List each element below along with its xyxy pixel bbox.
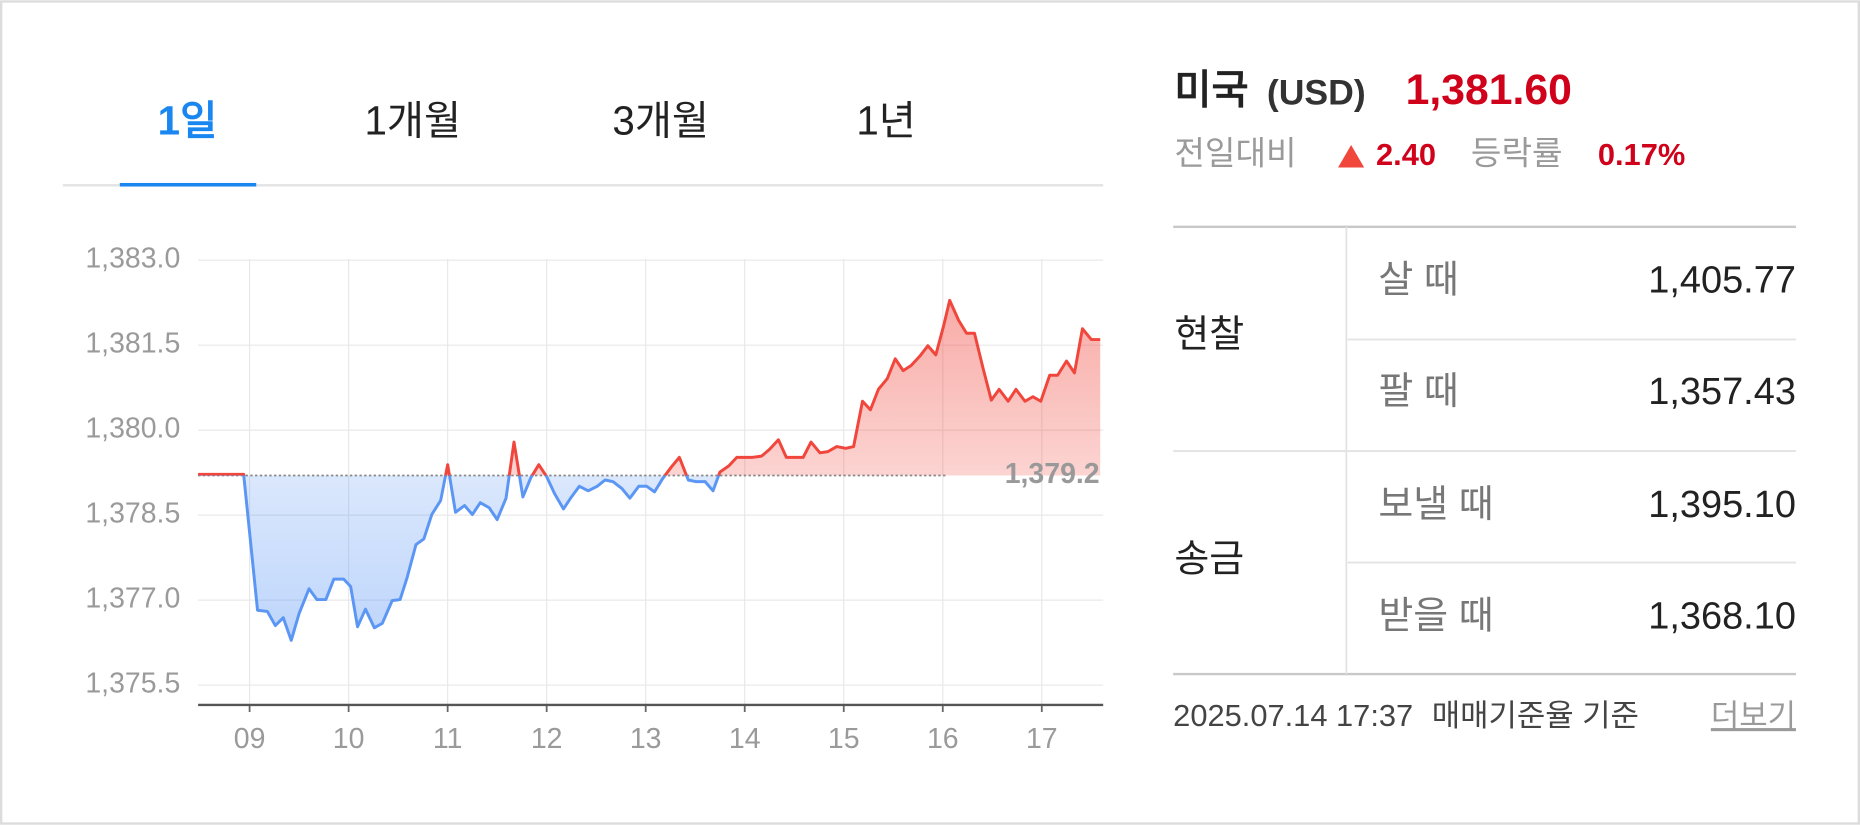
x-tick-label: 15: [828, 723, 860, 755]
area-down: [198, 475, 1101, 641]
x-tick-label: 14: [729, 723, 761, 755]
y-tick-label: 1,375.5: [85, 668, 180, 700]
row-value: 1,368.10: [1648, 595, 1796, 637]
line-down: [198, 475, 721, 642]
up-icon: [1338, 145, 1365, 168]
baseline-label: 1,379.2: [1005, 458, 1100, 490]
tab-underline: [119, 182, 257, 187]
row-label: 살 때: [1378, 260, 1458, 302]
y-tick-label: 1,378.5: [85, 498, 180, 530]
row-value: 1,395.10: [1648, 484, 1796, 526]
change: 2.40: [1376, 137, 1436, 172]
rate-label: 등락률: [1471, 135, 1563, 172]
tab-bar: 1일 1개월 3개월 1년: [119, 97, 916, 187]
chart: 1,375.5 1,377.0 1,378.5 1,380.0 1,381.5 1,383…: [85, 243, 1104, 755]
y-tick-label: 1,381.5: [85, 328, 180, 360]
tab[interactable]: 3개월: [612, 97, 709, 143]
line-up: [198, 298, 1101, 476]
row-value: 1,405.77: [1648, 260, 1796, 302]
currency: (USD): [1267, 73, 1366, 113]
area-up: [198, 300, 1101, 476]
row-label: 팔 때: [1378, 371, 1458, 413]
x-tick-label: 13: [630, 723, 662, 755]
y-tick-label: 1,380.0: [85, 413, 180, 445]
basis: 매매기준율 기준: [1432, 698, 1639, 733]
rate: 0.17%: [1598, 137, 1685, 172]
country: 미국: [1174, 66, 1248, 112]
price: 1,381.60: [1406, 66, 1572, 114]
row-value: 1,357.43: [1648, 371, 1796, 413]
y-tick-label: 1,377.0: [85, 583, 180, 615]
change-label: 전일대비: [1174, 135, 1296, 172]
x-tick-label: 09: [234, 723, 266, 755]
x-tick-label: 10: [333, 723, 365, 755]
x-tick-label: 16: [927, 723, 959, 755]
date: 2025.07.14 17:37: [1173, 698, 1413, 733]
row-label: 받을 때: [1378, 595, 1493, 637]
tab[interactable]: 1년: [856, 97, 916, 143]
group-label: 송금: [1174, 538, 1244, 580]
x-tick-label: 12: [531, 723, 563, 755]
x-tick-label: 17: [1026, 723, 1058, 755]
tab[interactable]: 1개월: [364, 97, 461, 143]
group-label: 현찰: [1174, 314, 1244, 356]
y-tick-label: 1,383.0: [85, 243, 180, 275]
more-link[interactable]: 더보기: [1711, 698, 1796, 733]
row-label: 보낼 때: [1378, 484, 1493, 526]
tab[interactable]: 1일: [158, 97, 218, 143]
rate-table: 현찰 살 때 1,405.77 팔 때 1,357.43 송금 보낼 때 1,395.10 받을…: [1174, 260, 1796, 638]
x-tick-label: 11: [433, 723, 463, 755]
